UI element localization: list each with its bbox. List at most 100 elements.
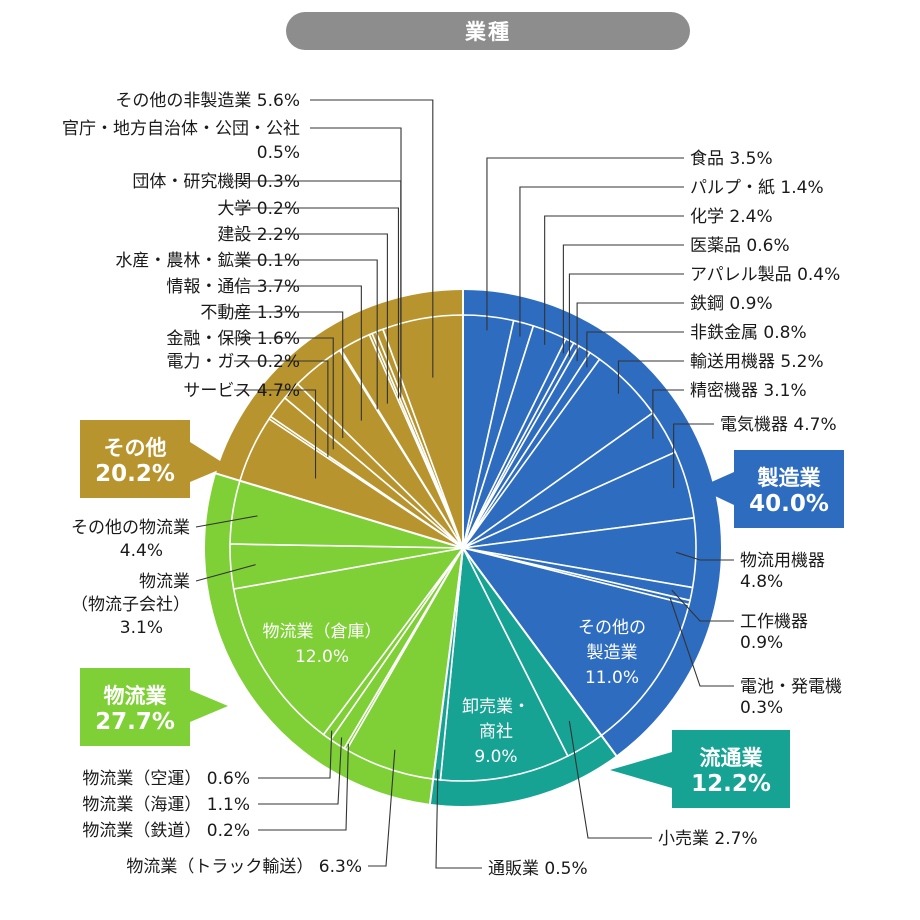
leader-line (258, 730, 333, 779)
slice-label: 電力・ガス 0.2% (166, 352, 300, 372)
callout-manufacturing-pointer (698, 472, 734, 505)
slice-label: 金融・保険 1.6% (166, 329, 300, 349)
slice-value-inside: 12.0% (295, 647, 349, 667)
slice-label: 物流業（海運） 1.1% (82, 795, 250, 815)
leader-line (310, 127, 402, 387)
slice-value-inside: 11.0% (585, 668, 639, 688)
leader-line (652, 389, 684, 439)
leader-line (234, 259, 378, 410)
slice-label: パルプ・紙 1.4% (690, 178, 824, 198)
slice-value: 4.8% (740, 572, 783, 592)
slice-label: 電気機器 4.7% (720, 415, 837, 435)
leader-line (195, 515, 258, 528)
leader-line (568, 273, 684, 357)
leader-line (486, 157, 684, 331)
slice-label: 物流業 (139, 572, 190, 592)
slice-label: 輸送用機器 5.2% (690, 352, 824, 372)
leader-line (435, 769, 482, 869)
leader-line (562, 244, 684, 354)
slice-label: 官庁・地方自治体・公団・公社 (62, 119, 300, 139)
slice-label-inside: 製造業 (587, 643, 638, 663)
slice-label-inside: 卸売業・ (462, 697, 530, 717)
callout-other-pointer (190, 442, 228, 482)
slice-label: アパレル製品 0.4% (690, 265, 840, 285)
callout-logistics-pointer (190, 690, 228, 722)
pie-slice (232, 547, 464, 736)
leader-line (519, 186, 684, 337)
slice-label: 不動産 1.3% (200, 303, 300, 323)
pie-slice (439, 547, 569, 782)
callout-distribution-value: 12.2% (691, 771, 771, 797)
callout-distribution (672, 730, 790, 808)
slice-label: 非鉄金属 0.8% (690, 323, 807, 343)
slice-label: 小売業 2.7% (658, 829, 758, 849)
slice-label: 電池・発電機 (740, 677, 842, 697)
slice-label: 食品 3.5% (690, 149, 773, 169)
slice-label-inside: その他の (578, 618, 646, 638)
slice-value: 4.4% (120, 541, 163, 561)
group-ring-0 (463, 290, 721, 756)
slice-label: その他の物流業 (71, 518, 190, 538)
callout-logistics-value: 27.7% (95, 709, 175, 735)
slice-label: 大学 0.2% (217, 199, 300, 219)
leader-line (617, 360, 684, 394)
leader-line (258, 737, 343, 805)
slice-label: 精密機器 3.1% (690, 381, 807, 401)
slice-value: 0.5% (257, 143, 300, 163)
callout-distribution-name: 流通業 (700, 746, 764, 770)
leader-line (568, 720, 652, 839)
group-separator (428, 547, 464, 805)
slice-label: 物流業（空運） 0.6% (82, 769, 250, 789)
leader-line (544, 215, 684, 345)
slice-label: 医薬品 0.6% (690, 236, 790, 256)
pie-slice (462, 547, 690, 737)
leader-line (310, 99, 434, 378)
leader-line (234, 311, 344, 438)
slice-label: その他の非製造業 5.6% (115, 91, 300, 111)
slice-value-inside: 9.0% (474, 747, 517, 767)
leader-line (368, 749, 396, 867)
leader-line (234, 285, 362, 421)
leader-line (671, 589, 734, 622)
leader-line (234, 337, 334, 450)
group-separator (462, 547, 618, 757)
callout-logistics-name: 物流業 (104, 684, 168, 708)
slice-label: 工作機器 (740, 612, 808, 632)
leader-line (576, 302, 684, 362)
slice-label: 建設 2.2% (217, 225, 300, 245)
leader-line (234, 389, 317, 479)
callout-other-name: その他 (104, 436, 167, 460)
slice-label-inside: 商社 (479, 722, 513, 742)
leader-line (234, 233, 388, 404)
slice-label: （物流子会社） (71, 595, 190, 615)
leader-line (675, 551, 734, 561)
slice-label: 鉄鋼 0.9% (690, 294, 773, 314)
leader-line (586, 331, 684, 368)
leader-line (195, 564, 256, 582)
slice-value: 0.3% (740, 698, 783, 718)
callout-manufacturing-value: 40.0% (749, 491, 829, 517)
leader-line (258, 743, 349, 831)
slice-label: 化学 2.4% (690, 207, 773, 227)
leader-line (673, 423, 714, 489)
slice-label-inside: 物流業（倉庫） (263, 622, 382, 642)
chart-title: 業種 (286, 12, 690, 50)
group-ring-2 (204, 473, 434, 804)
callout-other (80, 420, 190, 498)
callout-logistics (80, 668, 190, 746)
callout-distribution-pointer (610, 752, 672, 788)
group-ring-3 (215, 290, 463, 482)
leader-line (669, 597, 734, 687)
group-separator (214, 472, 464, 549)
callout-other-value: 20.2% (95, 461, 175, 487)
group-ring-1 (429, 734, 617, 806)
leader-line (234, 207, 399, 399)
slice-label: 物流業（トラック輸送） 6.3% (126, 857, 362, 877)
leader-line (234, 360, 329, 457)
slice-label: サービス 4.7% (183, 381, 300, 401)
slice-value: 0.9% (740, 633, 783, 653)
slice-label: 物流用機器 (740, 551, 825, 571)
slice-label: 通販業 0.5% (488, 859, 588, 879)
slice-label: 物流業（鉄道） 0.2% (82, 821, 250, 841)
